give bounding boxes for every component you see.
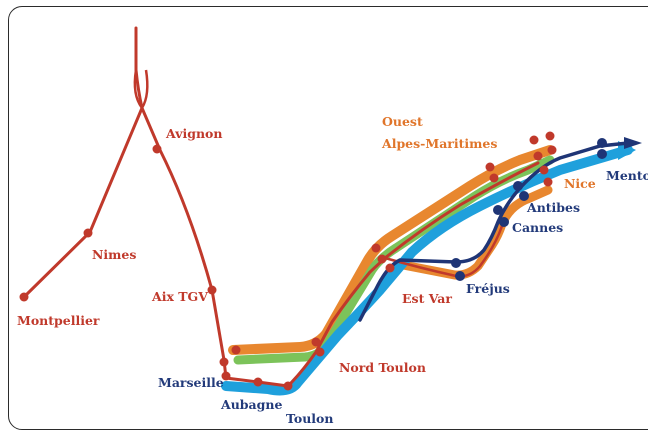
station-nice-1 (529, 135, 539, 145)
label-frejus: Fréjus (466, 281, 510, 296)
station-nice-5 (547, 145, 557, 155)
label-avignon: Avignon (165, 126, 222, 141)
label-montpellier: Montpellier (17, 313, 100, 328)
stations (19, 131, 607, 391)
station-marseille-1 (219, 357, 229, 367)
label-ouest-am-2: Alpes-Maritimes (381, 136, 497, 151)
station-est-var-2 (377, 254, 387, 264)
station-antibes-navy (513, 181, 523, 191)
label-aubagne: Aubagne (220, 397, 282, 412)
station-nice-2 (545, 131, 555, 141)
station-frejus-navy-2 (455, 271, 465, 281)
station-nord-toulon-2 (315, 347, 325, 357)
navy-line-arrowhead (624, 137, 642, 149)
station-ouest-am-2 (489, 173, 499, 183)
station-marseille-2 (221, 371, 231, 381)
red-line-west-branch (22, 106, 144, 299)
station-aix-tgv (207, 285, 217, 295)
diagram-frame (8, 6, 648, 430)
station-est-var-1 (371, 243, 381, 253)
label-aix-tgv: Aix TGV (151, 289, 208, 304)
station-montpellier (19, 292, 29, 302)
label-nice: Nice (564, 176, 596, 191)
red-line-coast-branch (384, 225, 504, 278)
label-marseille: Marseille (158, 375, 224, 390)
station-frejus-navy (451, 258, 461, 268)
station-nord-toulon-1 (311, 337, 321, 347)
label-menton: Menton (606, 168, 648, 183)
label-nord-toulon: Nord Toulon (339, 360, 426, 375)
red-line-fork (133, 69, 149, 111)
blue-line-arrowhead (618, 141, 636, 160)
station-menton-navy (597, 138, 607, 148)
label-cannes: Cannes (512, 220, 563, 235)
navy-line (358, 141, 630, 322)
station-menton-navy-2 (597, 149, 607, 159)
station-cannes-navy-2 (499, 217, 509, 227)
label-nimes: Nimes (92, 247, 136, 262)
station-nice-3 (533, 151, 543, 161)
station-avignon (152, 144, 162, 154)
station-est-var-3 (385, 263, 395, 273)
station-marseille-orange (231, 345, 241, 355)
label-ouest-am-1: Ouest (382, 114, 423, 129)
station-toulon (283, 381, 293, 391)
station-nice-4 (539, 165, 549, 175)
station-nice-6 (543, 177, 553, 187)
label-est-var: Est Var (402, 291, 452, 306)
blue-line (221, 145, 633, 396)
station-ouest-am-1 (485, 162, 495, 172)
station-cannes-navy (493, 205, 503, 215)
station-nimes (83, 228, 93, 238)
station-aubagne (253, 377, 263, 387)
label-antibes: Antibes (526, 200, 580, 215)
station-navy-3 (519, 191, 529, 201)
label-toulon: Toulon (286, 411, 333, 426)
